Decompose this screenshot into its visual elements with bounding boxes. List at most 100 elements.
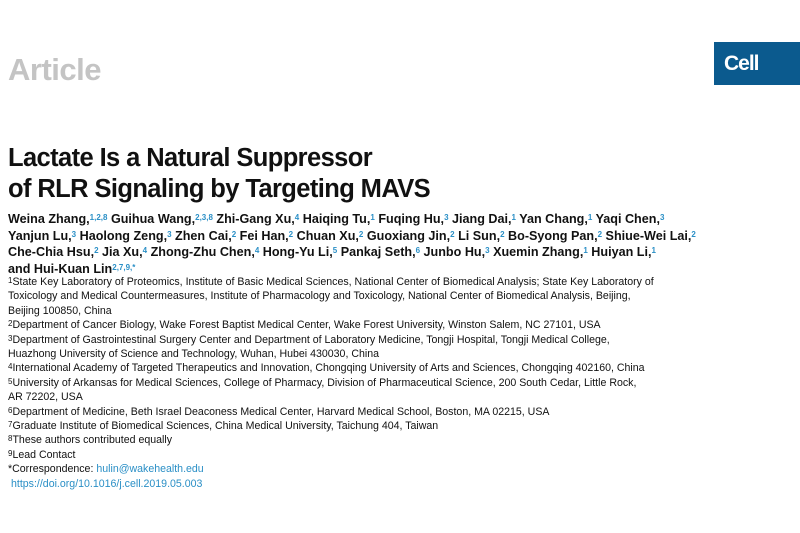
author-name: Haiqing Tu, [302,212,371,226]
author-name: Bo-Syong Pan, [508,228,598,243]
affiliation-line: 4International Academy of Targeted Thera… [8,361,654,375]
author-affiliation-marks: 3 [444,213,449,222]
author-affiliation-marks: 3 [167,229,172,239]
author-affiliation-marks: 1 [651,246,656,255]
correspondence: *Correspondence: hulin@wakehealth.edu [8,462,654,476]
author: Weina Zhang,1,2,8 [8,212,107,226]
author-affiliation-marks: 3 [71,229,77,239]
author-affiliation-marks: 3 [485,246,490,255]
author: Guihua Wang,2,3,8 [111,212,213,226]
affiliation-text: Toxicology and Medical Countermeasures, … [8,290,631,303]
author-name: Huiyan Li, [591,245,652,259]
affiliation-text: Department of Medicine, Beth Israel Deac… [12,405,550,418]
author-name: Fuqing Hu, [378,212,445,226]
author-name: Fei Han, [239,228,289,243]
author: Zhong-Zhu Chen,4 [151,245,260,259]
affiliation-number: 6 [8,405,13,415]
author-name: Zhen Cai, [175,228,232,243]
author: Xuemin Zhang,1 [493,245,588,259]
affiliation-number: 5 [8,376,13,386]
affiliation-text: Lead Contact [12,448,76,461]
author: Junbo Hu,3 [424,245,490,259]
author-affiliation-marks: 1 [587,213,593,222]
logo-text: Cell [724,52,760,75]
author: Shiue-Wei Lai,2 [606,229,696,243]
author-affiliation-marks: 2 [597,229,603,239]
affiliation-line: 6Department of Medicine, Beth Israel Dea… [8,405,654,419]
author: Hong-Yu Li,5 [263,245,337,259]
affiliation-line: 2Department of Cancer Biology, Wake Fore… [8,318,654,332]
affiliation-line: AR 72202, USA [8,390,654,404]
author-name: Guoxiang Jin, [366,228,451,243]
author-name: Li Sun, [458,228,501,243]
author: Yanjun Lu,3 [8,229,76,243]
cell-journal-logo: Cell [714,42,800,85]
author: Che-Chia Hsu,2 [8,245,99,259]
author-name: Shiue-Wei Lai, [605,228,692,243]
author-line: and Hui-Kuan Lin2,7,9,* [8,261,696,278]
author: Bo-Syong Pan,2 [508,229,602,243]
author: Yaqi Chen,3 [596,212,665,226]
author: Zhi-Gang Xu,4 [216,212,299,226]
affiliation-text: Huazhong University of Science and Techn… [8,348,380,361]
affiliation-line: Huazhong University of Science and Techn… [8,347,654,361]
author: Chuan Xu,2 [297,229,364,243]
author-list: Weina Zhang,1,2,8 Guihua Wang,2,3,8 Zhi-… [8,211,696,277]
author: Pankaj Seth,6 [341,245,420,259]
author-name: and Hui-Kuan Lin [8,261,113,276]
author-affiliation-marks: 2 [94,246,99,255]
correspondence-label: *Correspondence: [8,463,97,476]
affiliation-text: Department of Gastrointestinal Surgery C… [12,333,610,346]
correspondence-email-link[interactable]: hulin@wakehealth.edu [96,463,204,476]
affiliation-line: 5University of Arkansas for Medical Scie… [8,376,654,390]
author-affiliation-marks: 4 [142,246,148,255]
author-name: Che-Chia Hsu, [8,245,95,259]
author-affiliation-marks: 4 [254,246,260,255]
author: Huiyan Li,1 [591,245,656,259]
author-affiliation-marks: 3 [659,213,665,222]
affiliation-number: 2 [8,319,13,329]
author-affiliation-marks: 5 [332,246,338,255]
author: Li Sun,2 [458,229,504,243]
affiliation-line: 3Department of Gastrointestinal Surgery … [8,333,654,347]
affiliation-line: Beijing 100850, China [8,304,654,318]
author: Fei Han,2 [240,229,293,243]
affiliation-line: 1State Key Laboratory of Proteomics, Ins… [8,275,654,289]
affiliation-number: 7 [8,420,13,430]
affiliation-text: International Academy of Targeted Therap… [12,362,645,375]
author-line: Weina Zhang,1,2,8 Guihua Wang,2,3,8 Zhi-… [8,211,696,228]
author-name: Zhi-Gang Xu, [216,212,295,226]
author-name: Xuemin Zhang, [493,245,584,259]
affiliation-number: 8 [8,434,13,444]
author-name: Haolong Zeng, [79,228,168,243]
affiliation-text: Beijing 100850, China [8,304,112,317]
author-name: Guihua Wang, [110,212,196,226]
affiliation-text: University of Arkansas for Medical Scien… [12,376,637,389]
author-affiliation-marks: 6 [415,246,421,255]
author: and Hui-Kuan Lin2,7,9,* [8,262,135,276]
author-name: Yan Chang, [519,212,588,226]
author-affiliation-marks: 2,7,9,* [112,262,136,272]
author-affiliation-marks: 2,3,8 [195,213,213,222]
author: Zhen Cai,2 [175,229,236,243]
author: Jiang Dai,1 [452,212,516,226]
title-line: Lactate Is a Natural Suppressor [8,144,373,172]
author: Guoxiang Jin,2 [367,229,455,243]
affiliation-text: State Key Laboratory of Proteomics, Inst… [12,276,654,288]
author-affiliation-marks: 2 [691,229,696,239]
affiliation-text: AR 72202, USA [8,391,83,404]
author: Fuqing Hu,3 [378,212,448,226]
author-affiliation-marks: 4 [294,213,300,222]
author-line: Che-Chia Hsu,2 Jia Xu,4 Zhong-Zhu Chen,4… [8,244,696,261]
author-line: Yanjun Lu,3 Haolong Zeng,3 Zhen Cai,2 Fe… [8,228,696,245]
affiliation-number: 9 [8,448,13,458]
author: Yan Chang,1 [519,212,592,226]
doi-link[interactable]: https://doi.org/10.1016/j.cell.2019.05.0… [11,477,203,490]
author-name: Yanjun Lu, [8,228,72,243]
author-name: Jia Xu, [102,245,143,259]
affiliation-number: 4 [8,362,13,372]
author-affiliation-marks: 2 [358,229,364,239]
author: Haiqing Tu,1 [303,212,375,226]
author-affiliation-marks: 2 [500,229,505,239]
